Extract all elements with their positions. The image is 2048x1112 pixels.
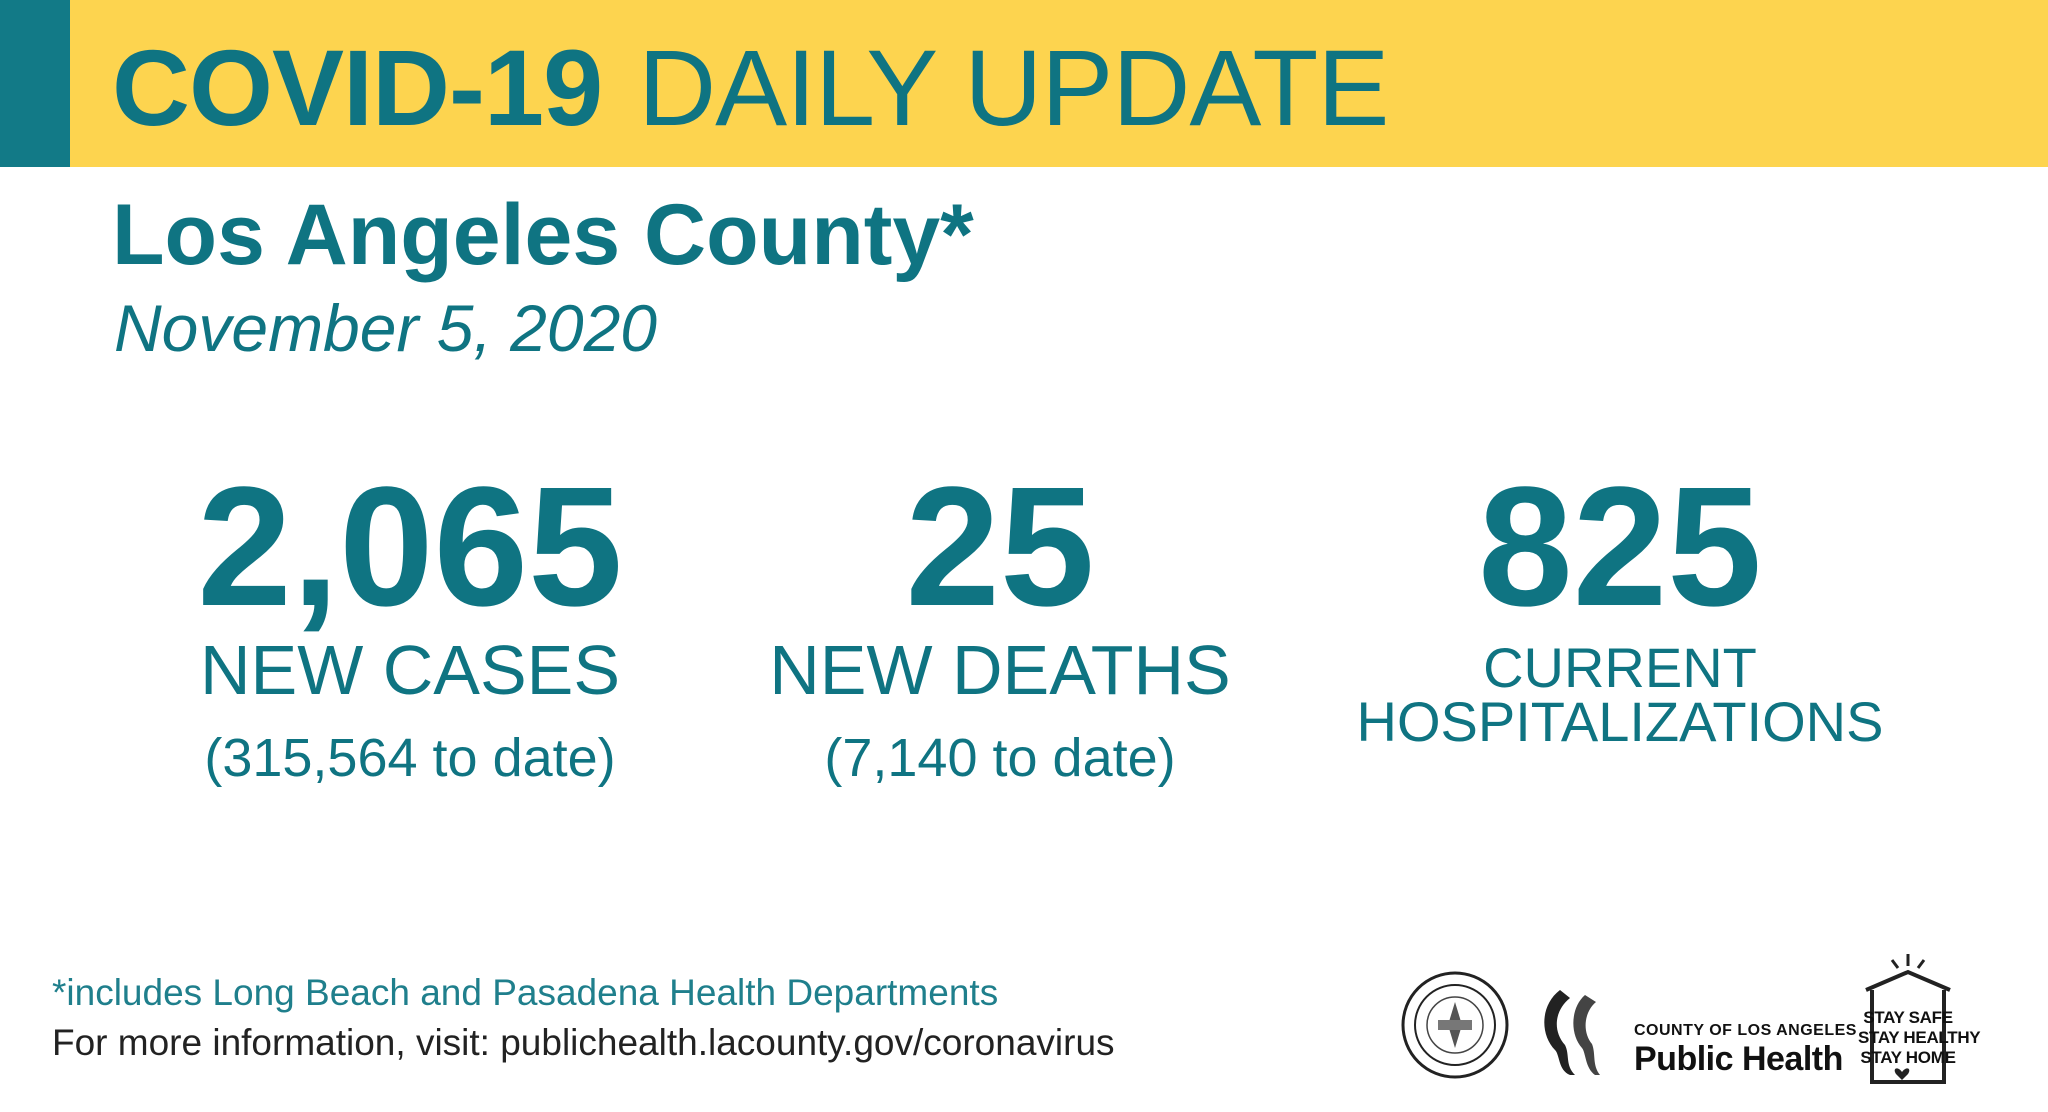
public-health-logo: COUNTY OF LOS ANGELES Public Health (1530, 980, 1856, 1080)
stat-value: 825 (1478, 452, 1762, 642)
county-seal-icon (1400, 970, 1510, 1080)
stay-line-3: STAY HOME (1860, 1048, 1956, 1067)
footnote: *includes Long Beach and Pasadena Health… (52, 972, 999, 1013)
more-info-text: For more information, visit: publichealt… (52, 1022, 1115, 1063)
banner-title-light: DAILY UPDATE (638, 26, 1389, 148)
banner-title-strong: COVID-19 (112, 26, 603, 148)
stat-value: 2,065 (197, 452, 623, 642)
stat-label: NEW DEATHS (769, 631, 1231, 709)
stat-new-cases: 2,065 NEW CASES (315,564 to date) (160, 462, 660, 789)
stay-safe-logo: STAY SAFE STAY HEALTHY STAY HOME (1858, 950, 1981, 1090)
stat-label: NEW CASES (199, 631, 621, 709)
stat-current-hospitalizations: 825 CURRENT HOSPITALIZATIONS (1330, 462, 1910, 750)
banner-title: COVID-19 DAILY UPDATE (112, 22, 1389, 152)
banner-accent-bar (0, 0, 70, 167)
stat-value: 25 (905, 452, 1095, 642)
title-banner (0, 0, 2048, 167)
logo-strip: COUNTY OF LOS ANGELES Public Health STAY… (1400, 950, 2040, 1090)
stat-to-date: (7,140 to date) (824, 728, 1176, 788)
stat-to-date: (315,564 to date) (204, 728, 616, 788)
county-heading: Los Angeles County* (112, 187, 974, 283)
public-health-county: COUNTY OF LOS ANGELES (1634, 1022, 1857, 1039)
stat-label-line2: HOSPITALIZATIONS (1356, 690, 1884, 753)
stat-label-line1: CURRENT (1483, 636, 1757, 699)
stay-line-2: STAY HEALTHY (1858, 1028, 1981, 1047)
public-health-name: Public Health (1634, 1040, 1843, 1078)
stay-line-1: STAY SAFE (1863, 1008, 1953, 1027)
report-date: November 5, 2020 (114, 291, 657, 365)
stat-new-deaths: 25 NEW DEATHS (7,140 to date) (740, 462, 1260, 789)
